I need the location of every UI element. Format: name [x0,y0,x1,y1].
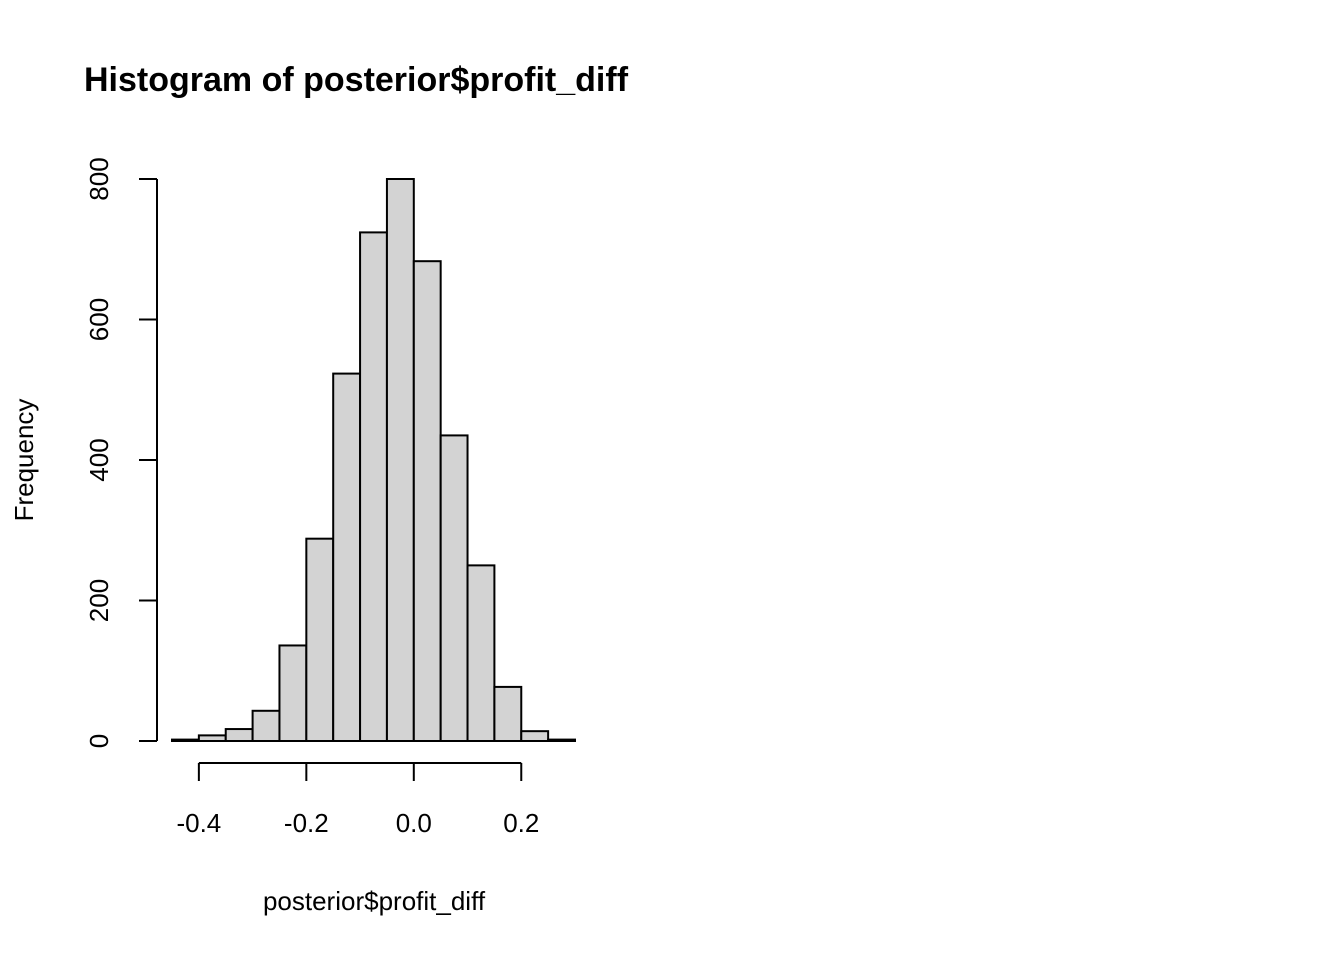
y-axis-label: Frequency [9,399,39,522]
y-tick-label: 0 [84,734,114,748]
x-tick-label: 0.0 [396,808,432,838]
y-tick-label: 400 [84,438,114,481]
histogram-bar [520,730,550,742]
x-axis: -0.4 -0.2 0.0 0.2 [176,762,539,838]
x-tick-label: 0.2 [503,808,539,838]
y-tick-label: 600 [84,298,114,341]
histogram-bar [332,372,362,742]
y-tick-label: 800 [84,157,114,200]
histogram-bar [171,738,200,742]
histogram-bars [171,178,577,743]
histogram-bar [359,231,388,742]
x-axis-label: posterior$profit_diff [263,886,486,916]
histogram-bar [493,685,523,742]
histogram-bar [197,734,227,743]
histogram-bar [385,178,415,742]
histogram-bar [278,644,308,743]
x-tick-label: -0.2 [284,808,329,838]
histogram-bar [251,709,281,742]
x-tick-label: -0.4 [176,808,221,838]
histogram-bar [412,260,442,742]
y-axis: 0 200 400 600 800 [84,157,158,748]
histogram-bar [439,434,469,742]
y-tick-label: 200 [84,579,114,622]
histogram-bar [305,537,335,742]
chart-title: Histogram of posterior$profit_diff [84,61,629,99]
histogram-bar [547,738,577,742]
histogram-bar [466,564,496,742]
histogram-bar [224,728,254,742]
